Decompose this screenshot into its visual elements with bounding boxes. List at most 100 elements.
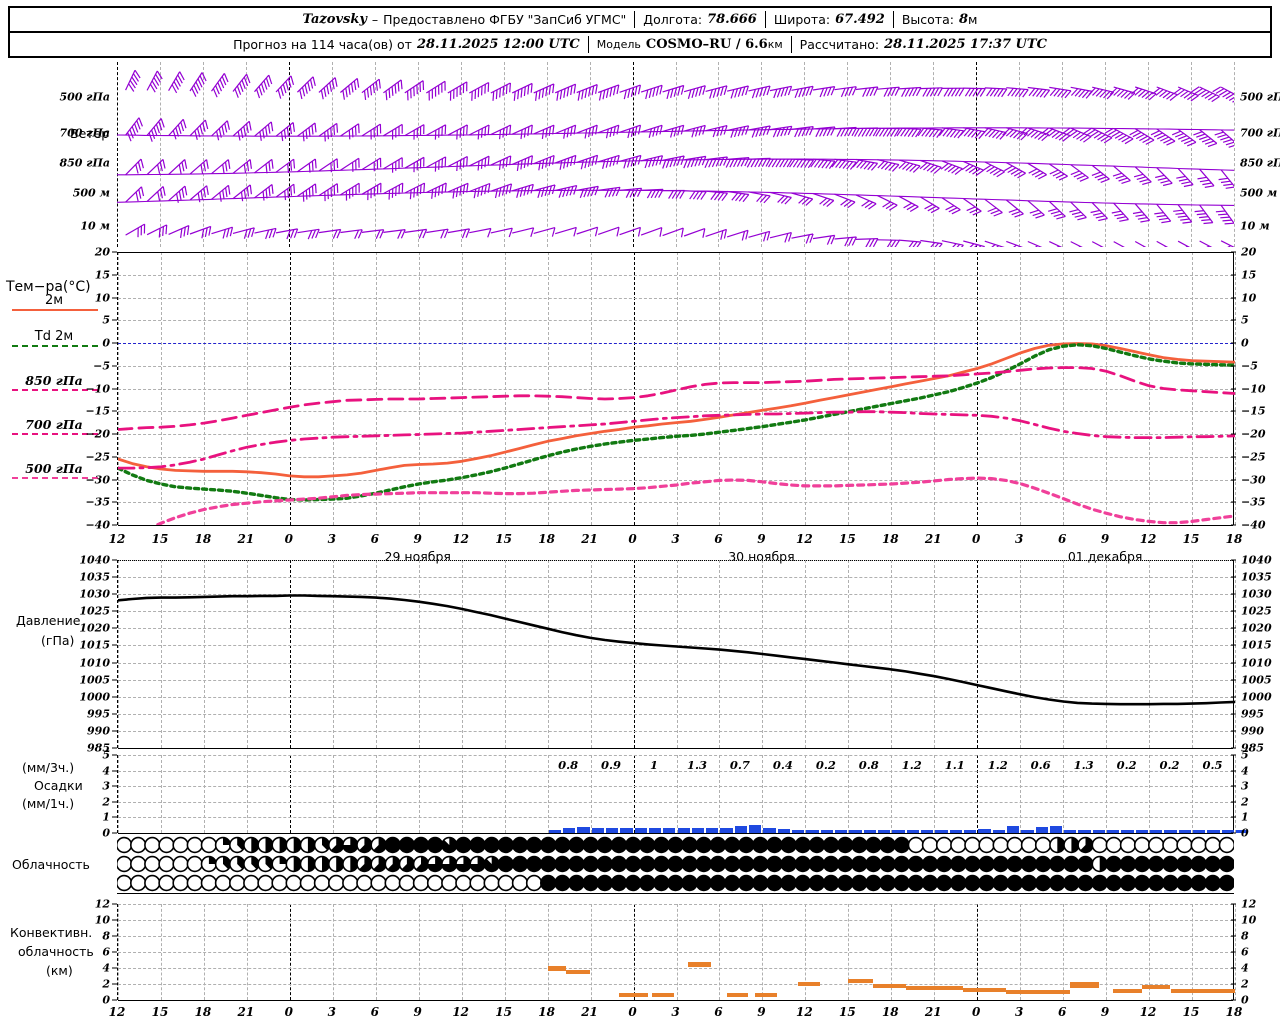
cloud-symbol (964, 874, 981, 892)
wind-barb (1177, 240, 1191, 247)
wind-plot-left-border (117, 62, 118, 247)
header-divider-5 (790, 36, 792, 53)
cloud-symbol (978, 874, 995, 892)
cloud-symbol (243, 874, 260, 892)
gridline-horizontal (118, 297, 1233, 299)
y-axis-tick-mark (112, 816, 117, 818)
y-axis-tick-mark (112, 999, 117, 1001)
gridline-horizontal (118, 611, 1233, 613)
y-axis-tick-mark (1231, 433, 1236, 435)
cloud-symbol (1204, 836, 1222, 854)
wind-barb (598, 154, 620, 169)
cloud-symbol (695, 836, 712, 854)
wind-barb (340, 182, 360, 201)
wind-barb (361, 182, 382, 201)
cloud-symbol (667, 874, 684, 892)
precip-bar (835, 829, 848, 833)
wind-barb (1002, 127, 1028, 141)
wind-barb (640, 84, 663, 100)
wind-barb (1133, 166, 1152, 186)
wind-barb (189, 119, 209, 140)
cloud-symbol (596, 874, 613, 892)
cloud-symbol (808, 874, 826, 892)
precip-bar (1049, 825, 1063, 833)
wind-barb (297, 183, 317, 202)
cloud-symbol (1077, 874, 1094, 892)
cloud-symbol (130, 836, 147, 854)
cloud-symbol (130, 855, 147, 873)
y-axis-tick-label-left: −20 (85, 427, 110, 441)
y-axis-tick-mark (1231, 365, 1236, 367)
precip-3h-value: 0.5 (1202, 758, 1223, 772)
gridline-vertical (547, 560, 549, 748)
gridline-vertical (1105, 62, 1107, 247)
precip-bar (1035, 826, 1048, 833)
x-axis-hour-label: 12 (1139, 532, 1157, 546)
wind-barb (1104, 127, 1134, 145)
gridline-vertical (1020, 755, 1022, 833)
cloud-symbol (879, 855, 896, 873)
wind-barb (898, 86, 922, 97)
precip-bar (978, 829, 991, 833)
wind-barb (938, 127, 965, 139)
wind-barb (725, 157, 750, 168)
wind-barb (189, 72, 207, 97)
y-axis-tick-mark (112, 644, 117, 646)
precip-bar (992, 829, 1005, 833)
wind-barb (168, 71, 185, 94)
header-row-station: Tazovsky – Предоставлено ФГБУ "ЗапСиб УГ… (10, 8, 1270, 31)
cloud-symbol (214, 874, 232, 892)
gridline-vertical (504, 755, 506, 833)
y-axis-tick-label-right: 1000 (1241, 690, 1272, 704)
convective-cloud-bar (755, 992, 777, 997)
y-axis-tick-mark (1231, 576, 1236, 578)
y-axis-tick-label-left: 1010 (79, 656, 110, 670)
cloud-symbol (328, 855, 345, 873)
gridline-vertical (289, 755, 291, 833)
convective-cloud-bar (726, 992, 749, 997)
wind-barb (383, 157, 403, 173)
gridline-vertical (202, 62, 204, 247)
wind-barb (748, 230, 771, 242)
cloud-symbol (1218, 836, 1234, 854)
y-axis-tick-mark (1231, 983, 1236, 985)
gridline-vertical (1192, 560, 1194, 748)
wind-barb (767, 158, 793, 168)
legend-swatch-1 (12, 345, 98, 347)
y-axis-tick-label-left: −40 (85, 518, 110, 532)
y-axis-tick-mark (1231, 696, 1236, 698)
y-axis-tick-label-right: 990 (1241, 724, 1264, 738)
wind-barb (855, 238, 879, 247)
gridline-vertical (1106, 755, 1108, 833)
gridline-vertical (805, 560, 807, 748)
wind-barb (984, 240, 1005, 247)
wind-barb (748, 85, 771, 99)
data-series-line (118, 343, 1235, 502)
wind-barb (791, 192, 814, 206)
y-axis-tick-mark (112, 832, 117, 834)
wind-barb (254, 158, 274, 174)
gridline-vertical (332, 560, 334, 748)
convective-cloud-bar (566, 969, 591, 975)
wind-barb (1132, 203, 1151, 223)
wind-barb (1176, 168, 1194, 188)
y-axis-tick-mark (1231, 754, 1236, 756)
cloud-symbol (950, 855, 967, 873)
wind-barb (168, 185, 188, 203)
y-axis-tick-label-left: 10 (94, 291, 110, 304)
cloud-symbol (780, 855, 797, 873)
wind-barb (297, 158, 317, 173)
gridline-horizontal (118, 594, 1233, 596)
y-axis-tick-label-right: 1025 (1241, 604, 1272, 618)
precip-bar (677, 827, 690, 833)
wind-barb (1004, 162, 1026, 179)
wind-barb (898, 159, 921, 173)
wind-barb (232, 159, 252, 174)
x-axis-hour-label: 0 (628, 532, 637, 546)
wind-barb (1091, 164, 1110, 183)
gridline-vertical (374, 62, 376, 247)
cloud-symbol (723, 855, 741, 873)
cloud-symbol (1063, 836, 1080, 854)
cloud-symbol (907, 874, 925, 892)
x-axis-hour-label: 15 (1182, 1005, 1200, 1019)
